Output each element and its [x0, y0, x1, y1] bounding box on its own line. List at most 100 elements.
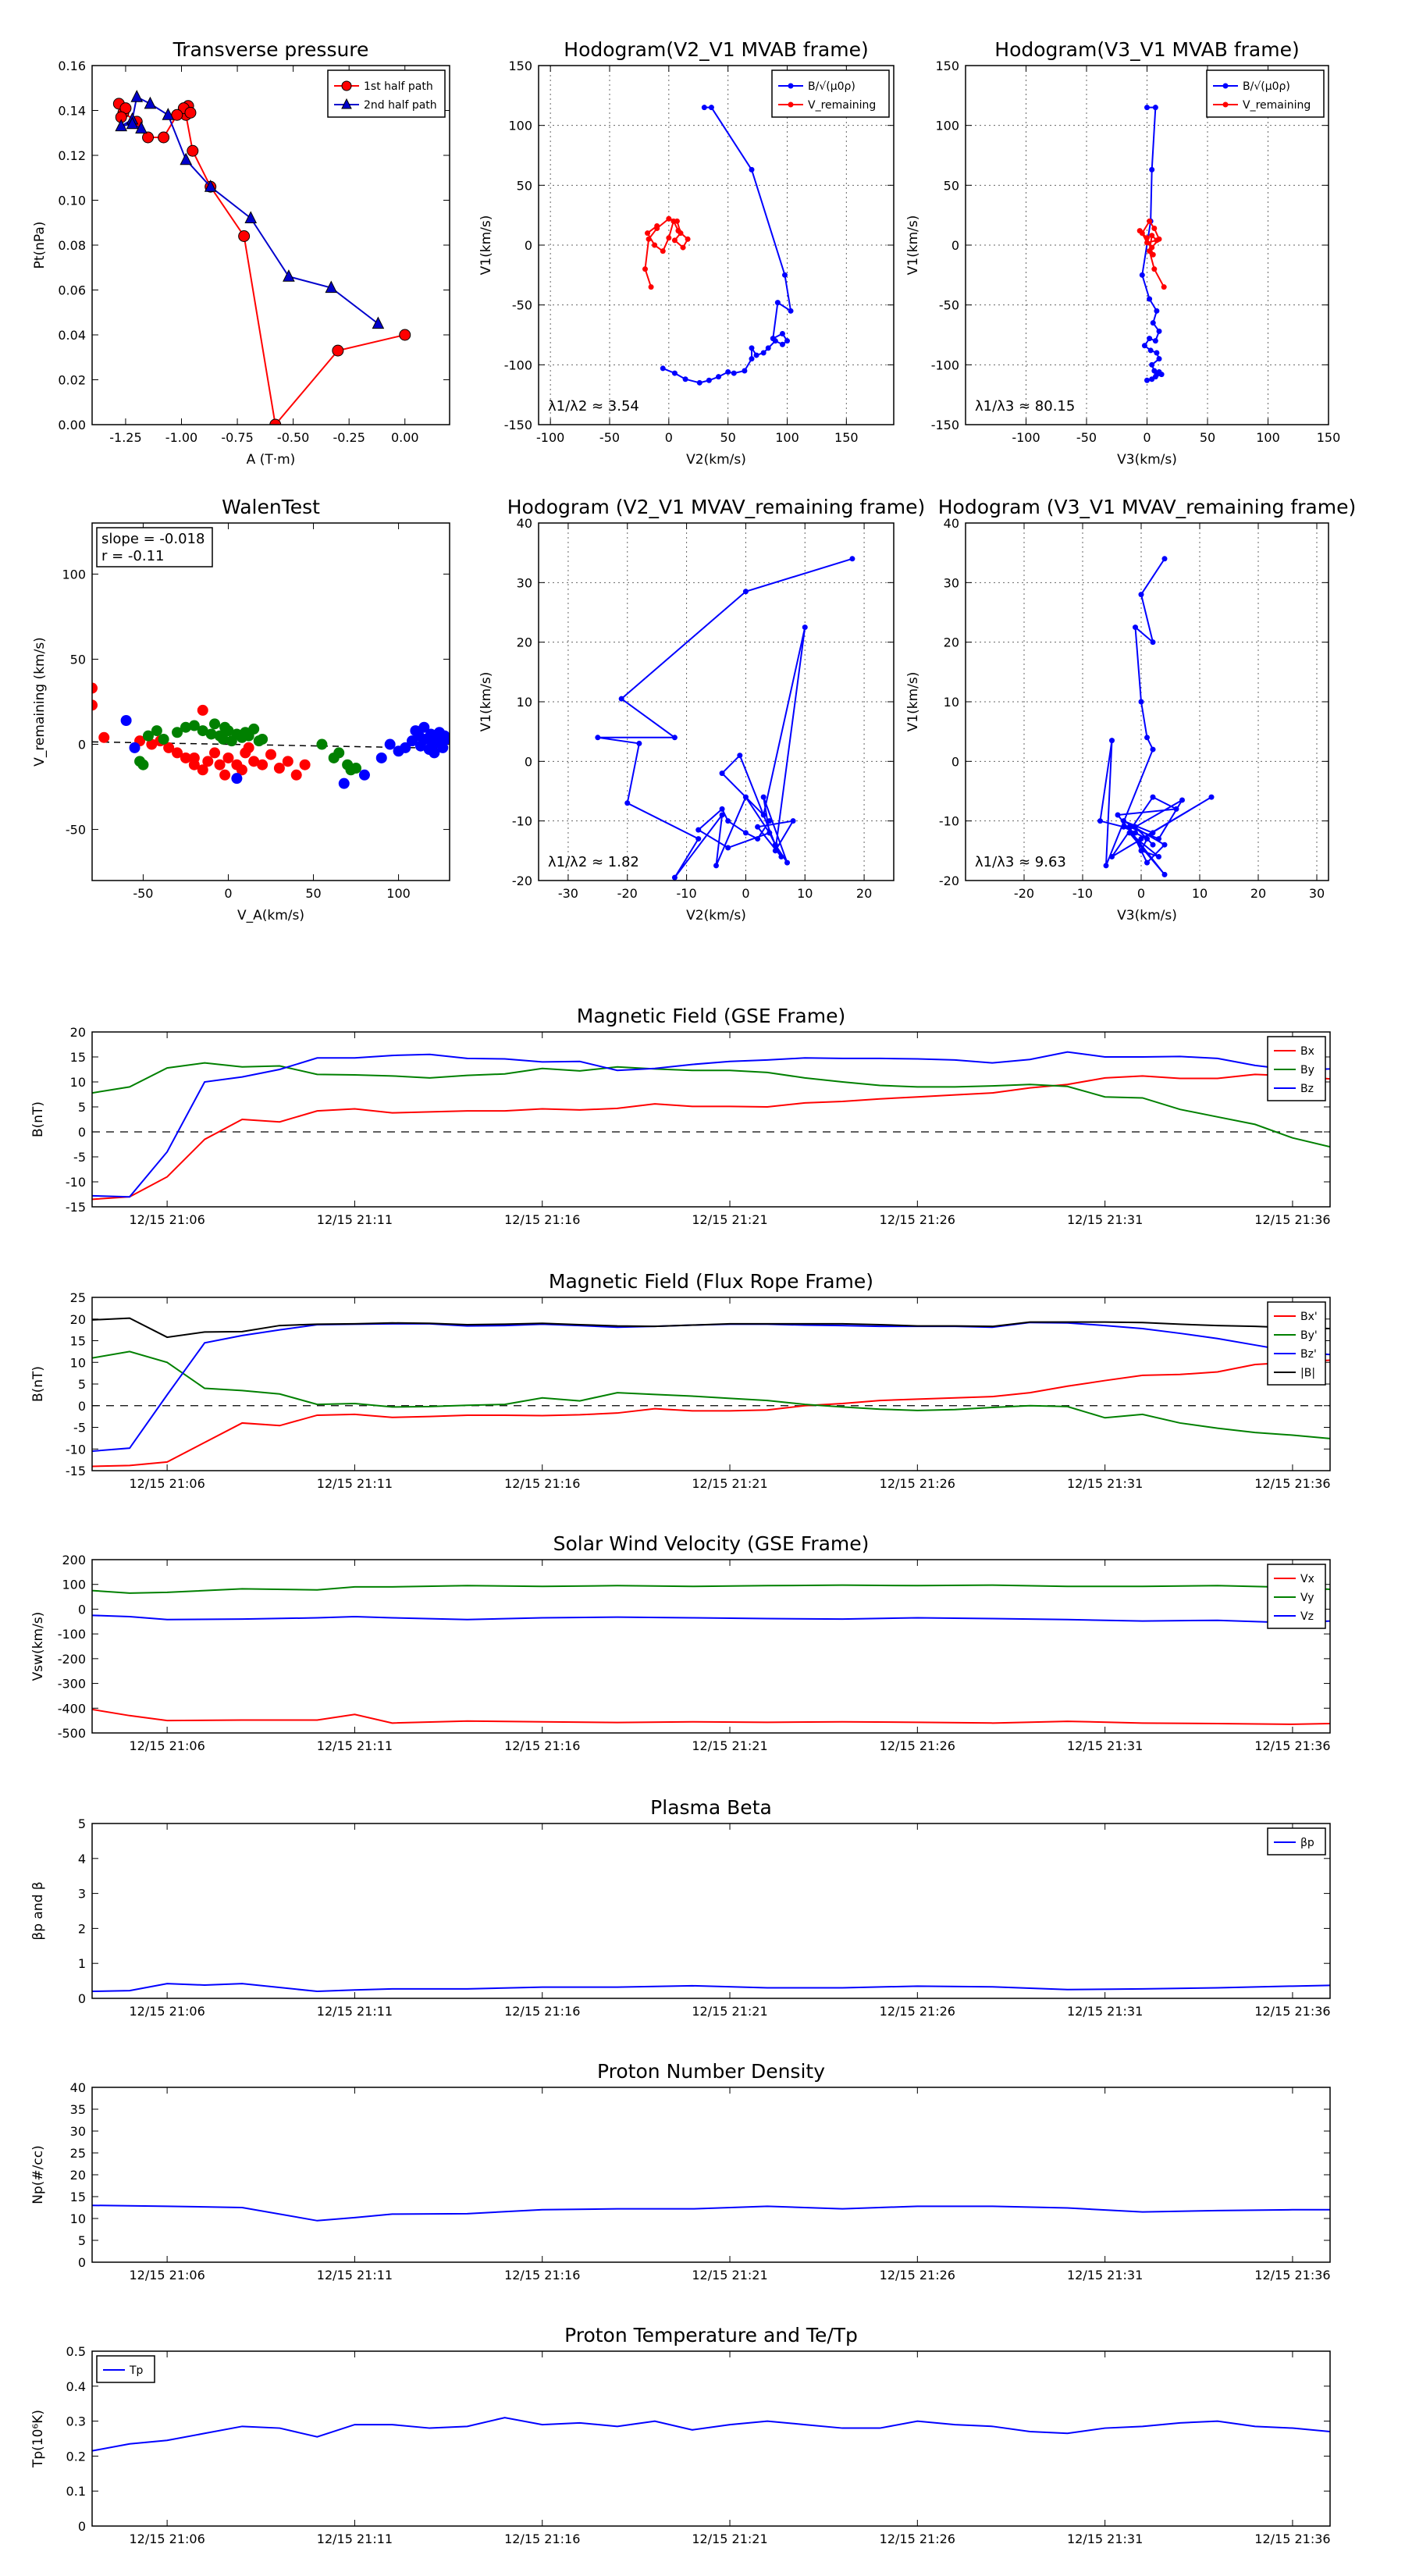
x-tick-label: 0.00 [391, 430, 419, 445]
x-tick-label: 12/15 21:21 [692, 2268, 767, 2282]
series-line [92, 1983, 1330, 1993]
chart-title: Transverse pressure [173, 38, 369, 61]
y-tick-label: 30 [944, 575, 959, 590]
data-point [209, 718, 221, 730]
legend-label: Bx' [1300, 1311, 1318, 1323]
data-point [248, 756, 260, 767]
data-point [244, 211, 258, 223]
data-point [670, 218, 677, 224]
y-tick-label: 20 [944, 635, 959, 650]
y-tick-label: 0.14 [58, 104, 86, 119]
x-tick-label: 12/15 21:21 [692, 2004, 767, 2019]
plot-frame [91, 522, 450, 881]
y-tick-label: 15 [70, 2190, 86, 2204]
y-tick-label: -150 [504, 418, 532, 432]
data-point [1156, 369, 1162, 375]
x-tick-label: 12/15 21:21 [692, 2532, 767, 2546]
data-point [151, 725, 162, 737]
data-point [675, 228, 681, 234]
x-tick-label: 12/15 21:06 [129, 1476, 205, 1491]
y-tick-label: 25 [70, 1290, 86, 1305]
data-point [1150, 830, 1156, 836]
plot-area [92, 1584, 1330, 1725]
y-tick-label: 150 [935, 59, 959, 73]
data-point [671, 370, 678, 376]
data-point [1156, 356, 1162, 362]
data-point [772, 841, 778, 848]
chart-title: WalenTest [222, 496, 320, 518]
chart-h21: Hodogram(V2_V1 MVAB frame) -100 -50 0 50 100 1… [478, 38, 895, 468]
annotation-text: r = -0.11 [101, 548, 165, 564]
series-line [116, 101, 405, 425]
data-point [120, 714, 132, 726]
series-line [92, 1317, 1330, 1339]
y-tick-label: 0.06 [58, 283, 86, 298]
data-point [1109, 853, 1115, 859]
data-point [1126, 824, 1133, 830]
y-axis-label: B(nT) [30, 1366, 46, 1402]
data-point [767, 830, 773, 836]
data-point [144, 96, 157, 109]
y-axis-label: Vsw(km/s) [30, 1612, 46, 1681]
data-point [137, 759, 149, 770]
data-point [209, 747, 221, 759]
data-point [784, 338, 790, 344]
data-point [1147, 296, 1153, 302]
data-point [135, 121, 148, 133]
legend-marker [1222, 83, 1229, 89]
data-point [760, 794, 767, 800]
x-tick-label: 12/15 21:21 [692, 1476, 767, 1491]
y-tick-label: 20 [70, 1312, 86, 1327]
y-tick-label: 2 [78, 1921, 86, 1936]
data-point [1150, 320, 1156, 326]
y-tick-label: -100 [504, 358, 532, 372]
x-tick-label: 12/15 21:31 [1067, 2268, 1143, 2282]
y-tick-label: 3 [78, 1887, 86, 1902]
y-tick-label: 10 [70, 1075, 86, 1090]
y-tick-label: 0.12 [58, 148, 86, 163]
data-point [772, 338, 778, 344]
x-tick-label: -100 [1012, 430, 1040, 445]
data-point [283, 269, 295, 282]
data-point [666, 235, 672, 241]
legend-box [771, 69, 890, 118]
data-point [767, 818, 773, 824]
x-tick-label: 12/15 21:11 [317, 2532, 393, 2546]
data-point [685, 236, 691, 242]
x-tick-label: 12/15 21:36 [1254, 1738, 1330, 1753]
data-point [713, 863, 719, 869]
data-point [624, 800, 631, 806]
data-point [1138, 592, 1144, 598]
data-point [646, 236, 652, 242]
x-tick-label: 12/15 21:31 [1067, 2004, 1143, 2019]
data-point [1121, 824, 1126, 830]
data-point [248, 723, 260, 735]
series-line [644, 218, 689, 287]
data-point [648, 284, 654, 290]
legend-marker [788, 101, 794, 108]
data-point [1141, 343, 1147, 349]
y-tick-label: 50 [944, 178, 959, 193]
series-line [597, 557, 853, 878]
y-tick-label: 0 [78, 1991, 86, 2006]
y-tick-label: 10 [70, 1355, 86, 1370]
legend-label: Vz [1300, 1610, 1314, 1623]
annotation-text: λ1/λ2 ≈ 1.82 [548, 854, 639, 870]
data-point [437, 742, 449, 753]
legend-marker [341, 80, 352, 91]
data-point [372, 316, 385, 329]
y-axis-label: V1(km/s) [478, 672, 494, 732]
data-point [142, 131, 155, 144]
y-tick-label: 50 [70, 652, 86, 667]
data-point [236, 764, 247, 776]
data-point [126, 116, 139, 130]
data-point [146, 738, 158, 750]
data-point [645, 230, 651, 237]
data-point [440, 733, 450, 745]
y-tick-label: 25 [70, 2146, 86, 2161]
data-point [725, 369, 731, 375]
data-point [325, 280, 338, 294]
y-tick-label: -15 [66, 1464, 86, 1478]
plot-frame [538, 522, 895, 881]
